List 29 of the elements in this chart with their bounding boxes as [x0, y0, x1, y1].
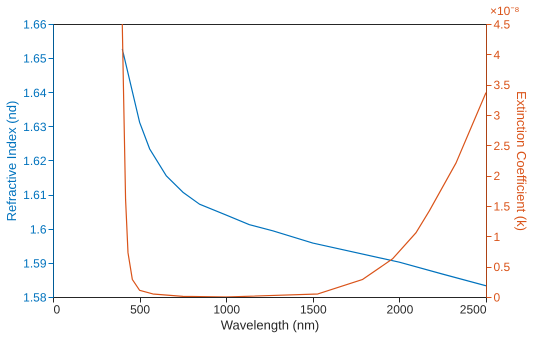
- y2-tick-label: 2.5: [494, 138, 511, 153]
- y-tick-label: 1.66: [23, 18, 47, 32]
- y-tick-label: 1.65: [23, 52, 47, 66]
- y-tick-label: 1.61: [23, 188, 47, 202]
- x-tick-label: 1000: [213, 302, 240, 316]
- y-tick-label: 1.6: [30, 222, 47, 236]
- x-tick-label: 500: [130, 302, 150, 316]
- y-tick-label: 1.64: [23, 86, 47, 100]
- x-tick-label: 2000: [386, 302, 414, 316]
- y2-tick-label: 3: [494, 108, 500, 122]
- y-tick-label: 1.62: [23, 154, 47, 168]
- y2-tick-label: 2: [494, 169, 500, 184]
- y2-tick-label: 3.5: [494, 78, 511, 92]
- y2-axis-title: Extinction Coefficient (k): [514, 91, 530, 231]
- y2-tick-label: 4.5: [494, 18, 511, 32]
- y-tick-label: 1.63: [23, 120, 47, 134]
- x-tick-label: 2500: [460, 302, 487, 316]
- y2-tick-label: 1: [494, 230, 500, 244]
- y2-tick-label: 4: [494, 48, 500, 62]
- y2-tick-label: 0: [494, 290, 500, 304]
- y-tick-label: 1.59: [23, 256, 47, 270]
- x-tick-label: 1500: [300, 302, 327, 316]
- y-axis-title: Refractive Index (nd): [4, 100, 20, 222]
- y-tick-label: 1.58: [23, 290, 47, 304]
- text: ×10⁻⁸: [490, 4, 520, 18]
- y2-tick-label: 0.5: [494, 260, 511, 274]
- y2-tick-label: 1.5: [494, 200, 511, 214]
- x-tick-label: 0: [54, 302, 60, 316]
- x-axis-title: Wavelength (nm): [220, 318, 320, 332]
